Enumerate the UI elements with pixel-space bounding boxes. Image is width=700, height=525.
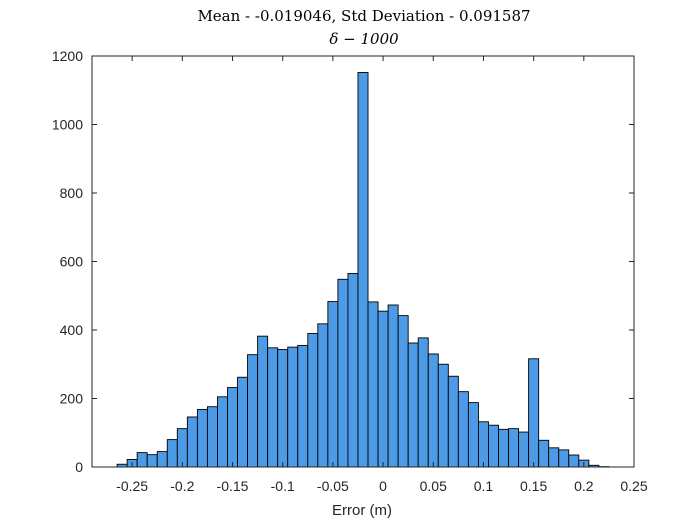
- histogram-bar: [367, 301, 379, 468]
- histogram-bar: [498, 428, 509, 468]
- histogram-bar: [508, 428, 520, 468]
- histogram-bar: [407, 342, 419, 468]
- x-tick-label: 0: [379, 478, 387, 494]
- histogram-bar: [327, 301, 339, 468]
- histogram-bar: [186, 416, 198, 468]
- histogram-bar: [457, 391, 469, 468]
- histogram-bar: [357, 71, 369, 468]
- histogram-bar: [267, 347, 279, 468]
- y-tick-label: 200: [60, 391, 84, 407]
- x-axis-ticks: -0.25 -0.2 -0.15 -0.1 -0.05 0 0.05 0.1 0.15 0.2 0.…: [116, 56, 648, 494]
- histogram-bar: [417, 337, 429, 468]
- histogram-bar: [176, 428, 188, 468]
- histogram-bar: [257, 335, 269, 468]
- chart-subtitle: δ − 1000: [329, 30, 399, 48]
- histogram-bar: [287, 346, 299, 468]
- histogram-bar: [206, 406, 218, 468]
- y-tick-label: 600: [60, 254, 84, 270]
- x-tick-label: -0.15: [217, 478, 249, 494]
- histogram-bar: [337, 278, 349, 468]
- x-tick-label: 0.2: [574, 478, 594, 494]
- x-tick-label: 0.15: [520, 478, 547, 494]
- x-tick-label: -0.05: [317, 478, 349, 494]
- histogram-bar: [166, 439, 178, 468]
- x-tick-label: -0.25: [116, 478, 148, 494]
- y-tick-label: 1000: [52, 117, 83, 133]
- histogram-bar: [136, 452, 148, 468]
- y-tick-label: 1200: [52, 48, 83, 64]
- histogram-bar: [447, 375, 459, 468]
- histogram-bar: [558, 449, 570, 468]
- histogram-bar: [156, 451, 168, 468]
- histogram-bar: [237, 376, 249, 468]
- histogram-bar: [196, 409, 208, 468]
- y-tick-label: 800: [60, 185, 84, 201]
- x-tick-label: 0.05: [420, 478, 447, 494]
- histogram-bar: [568, 454, 580, 468]
- x-axis-label: Error (m): [332, 502, 392, 519]
- x-tick-label: -0.2: [170, 478, 194, 494]
- histogram-bar: [427, 353, 439, 468]
- histogram-bars: [116, 71, 610, 468]
- histogram-bar: [538, 439, 550, 468]
- histogram-bar: [437, 363, 449, 468]
- histogram-bar: [227, 387, 238, 468]
- y-axis-ticks: 0 200 400 600 800 1000 1200: [52, 48, 634, 475]
- y-tick-label: 0: [75, 459, 83, 475]
- chart-title: Mean - -0.019046, Std Deviation - 0.0915…: [197, 7, 530, 25]
- histogram-bar: [377, 310, 389, 468]
- histogram-bar: [146, 454, 158, 468]
- histogram-bar: [467, 402, 479, 468]
- histogram-bar: [387, 304, 399, 468]
- histogram-bar: [297, 344, 309, 468]
- x-tick-label: 0.25: [620, 478, 647, 494]
- y-tick-label: 400: [60, 322, 84, 338]
- x-tick-label: -0.1: [271, 478, 295, 494]
- histogram-bar: [277, 349, 289, 468]
- histogram-bar: [518, 431, 530, 468]
- histogram-bar: [488, 424, 499, 468]
- histogram-bar: [548, 447, 560, 468]
- histogram-bar: [528, 358, 540, 468]
- histogram-bar: [307, 332, 319, 468]
- histogram-bar: [217, 396, 228, 468]
- histogram-bar: [477, 421, 489, 468]
- histogram-bar: [247, 354, 259, 468]
- histogram-bar: [397, 315, 409, 468]
- histogram-bar: [317, 323, 329, 468]
- histogram-bar: [347, 273, 359, 468]
- x-tick-label: 0.1: [474, 478, 494, 494]
